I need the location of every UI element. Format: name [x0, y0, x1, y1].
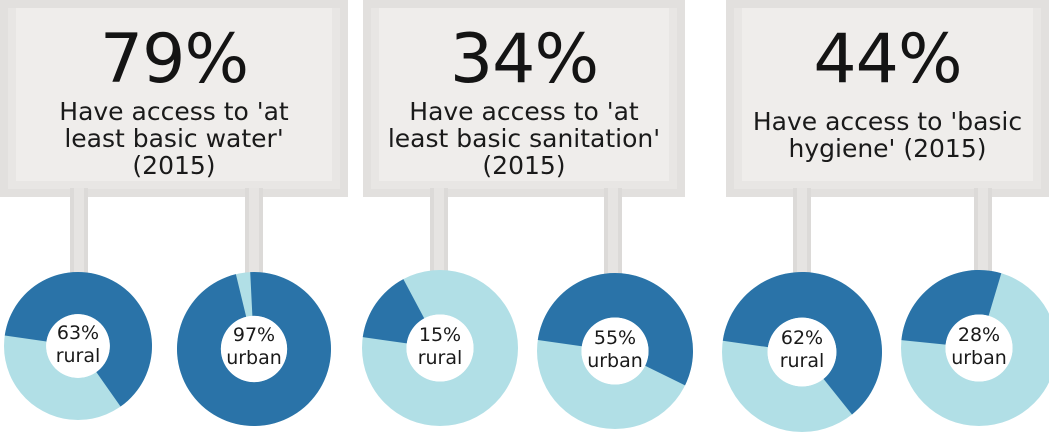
- donut-value-segment: [177, 272, 331, 426]
- donut-value-segment: [901, 270, 1002, 345]
- hygiene-urban-name: urban: [951, 347, 1007, 369]
- donut-hole: [945, 314, 1013, 382]
- post-sanitation-rural: [430, 188, 448, 288]
- donut-sanitation-urban: [537, 273, 693, 429]
- water-desc-line-3: (2015): [132, 151, 216, 180]
- donut-hole: [406, 314, 474, 382]
- donut-value-segment: [537, 273, 693, 386]
- water-desc-line-1: Have access to 'at: [59, 97, 289, 126]
- donut-label-hygiene-urban: 28% urban: [939, 324, 1019, 370]
- hygiene-desc-line-2: hygiene' (2015): [788, 134, 987, 163]
- donut-hole: [581, 317, 649, 385]
- post-water-urban: [245, 188, 263, 288]
- water-desc-line-2: least basic water': [64, 124, 284, 153]
- donut-value-segment: [362, 279, 425, 344]
- donut-hole: [220, 315, 288, 383]
- donut-hygiene-urban: [901, 270, 1049, 426]
- post-hygiene-urban: [974, 188, 992, 288]
- sanitation-desc-line-3: (2015): [482, 151, 566, 180]
- stat-panel-water: 79% Have access to 'at least basic water…: [0, 0, 348, 197]
- donut-hole: [767, 317, 837, 387]
- sanitation-rural-value: 15%: [418, 324, 462, 346]
- sanitation-desc-line-2: least basic sanitation': [387, 124, 661, 153]
- panel-inner: 79% Have access to 'at least basic water…: [16, 8, 332, 181]
- donut-water-urban: [177, 272, 331, 426]
- hygiene-description: Have access to 'basic hygiene' (2015): [742, 108, 1033, 162]
- hygiene-percent: 44%: [813, 20, 962, 99]
- donut-value-segment: [722, 271, 882, 415]
- stat-panel-hygiene: 44% Have access to 'basic hygiene' (2015…: [726, 0, 1049, 197]
- water-urban-value: 97%: [232, 324, 276, 346]
- sanitation-urban-value: 55%: [593, 327, 637, 349]
- panel-inner: 34% Have access to 'at least basic sanit…: [379, 8, 669, 181]
- water-percent: 79%: [99, 20, 249, 99]
- hygiene-rural-value: 62%: [780, 327, 824, 349]
- donut-water-rural: [4, 272, 153, 420]
- hygiene-desc-line-1: Have access to 'basic: [752, 107, 1023, 136]
- donut-sanitation-rural: [362, 270, 518, 426]
- donut-hole: [46, 314, 110, 378]
- donut-label-hygiene-rural: 62% rural: [762, 327, 842, 373]
- donut-value-segment: [4, 272, 153, 407]
- donut-label-sanitation-rural: 15% rural: [400, 324, 480, 370]
- donut-label-sanitation-urban: 55% urban: [575, 327, 655, 373]
- water-rural-name: rural: [55, 345, 101, 367]
- hygiene-rural-name: rural: [779, 350, 825, 372]
- donut-hygiene-rural: [722, 271, 882, 432]
- donut-label-water-rural: 63% rural: [38, 322, 118, 368]
- donut-label-water-urban: 97% urban: [214, 324, 294, 370]
- panel-inner: 44% Have access to 'basic hygiene' (2015…: [742, 8, 1033, 181]
- water-description: Have access to 'at least basic water' (2…: [16, 98, 332, 179]
- water-urban-name: urban: [226, 347, 282, 369]
- post-sanitation-urban: [604, 188, 622, 288]
- hygiene-urban-value: 28%: [957, 324, 1001, 346]
- sanitation-percent: 34%: [449, 20, 599, 99]
- post-water-rural: [70, 188, 88, 288]
- water-rural-value: 63%: [56, 322, 100, 344]
- sanitation-desc-line-1: Have access to 'at: [409, 97, 639, 126]
- stat-panel-sanitation: 34% Have access to 'at least basic sanit…: [363, 0, 685, 197]
- sanitation-rural-name: rural: [417, 347, 463, 369]
- sanitation-urban-name: urban: [587, 350, 643, 372]
- sanitation-description: Have access to 'at least basic sanitatio…: [379, 98, 669, 179]
- post-hygiene-rural: [793, 188, 811, 288]
